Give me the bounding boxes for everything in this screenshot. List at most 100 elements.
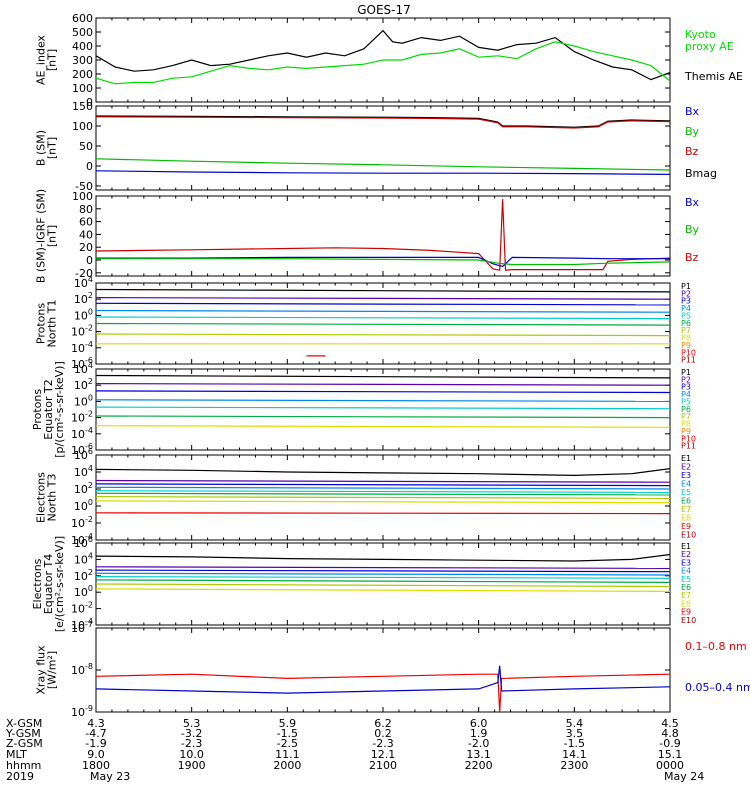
series-line <box>96 665 670 694</box>
y-tick-label: 100 <box>74 498 93 513</box>
legend-entry: Bmag <box>685 167 717 180</box>
footer-value: 14.1 <box>562 748 587 761</box>
y-tick-label: 100 <box>74 307 93 322</box>
y-tick-label: 10-4 <box>71 340 93 355</box>
series-line <box>96 116 670 129</box>
series-line <box>96 673 670 712</box>
series-line <box>96 258 670 266</box>
series-line <box>96 479 670 483</box>
legend-entry: P1 <box>681 368 691 377</box>
legend-entry: Kyoto <box>685 28 716 41</box>
legend-entry: E9 <box>681 608 691 617</box>
y-tick-label: 400 <box>72 40 93 53</box>
series-line <box>96 468 670 477</box>
y-axis-label: AE_index <box>35 34 48 85</box>
legend-entry: Bx <box>685 196 700 209</box>
footer-value: 4.3 <box>87 717 105 730</box>
series-line <box>96 29 670 81</box>
footer-row-label: MLT <box>6 748 27 761</box>
y-axis-label: [nT] <box>46 137 59 159</box>
series-line <box>96 399 670 402</box>
footer-value: 0000 <box>656 759 684 772</box>
series-line <box>96 309 670 313</box>
footer-value: -2.3 <box>372 737 393 750</box>
y-axis-label: [e/(cm²-s-sr-keV)] <box>53 536 66 632</box>
series-group <box>96 553 670 592</box>
y-tick-label: 10-2 <box>71 515 93 530</box>
y-tick-label: 10-4 <box>71 532 93 547</box>
footer-value: 2300 <box>560 759 588 772</box>
footer-value: -1.5 <box>564 737 585 750</box>
series-line <box>96 572 670 576</box>
legend-entry: P3 <box>681 297 691 306</box>
legend-entry: E4 <box>681 480 691 489</box>
y-tick-label: 104 <box>74 464 93 479</box>
series-line <box>96 316 670 320</box>
y-tick-label: 0 <box>86 160 93 173</box>
y-axis-label: Electrons <box>35 472 48 523</box>
legend-entry: P10 <box>681 348 696 357</box>
y-tick-label: 10-2 <box>71 601 93 616</box>
footer-value: -3.2 <box>181 727 202 740</box>
footer-value: -0.9 <box>659 737 680 750</box>
series-group <box>96 468 670 515</box>
footer-value: -2.0 <box>468 737 489 750</box>
series-line <box>96 486 670 490</box>
y-tick-label: 50 <box>79 140 93 153</box>
y-tick-label: 100 <box>72 82 93 95</box>
y-tick-label: 80 <box>79 203 93 216</box>
footer-row-label: Y-GSM <box>5 727 41 740</box>
legend-entry: P7 <box>681 326 691 335</box>
y-tick-label: 200 <box>72 68 93 81</box>
y-tick-label: 10-4 <box>71 426 93 441</box>
legend-entry: Bz <box>685 145 699 158</box>
legend-entry: P10 <box>681 434 696 443</box>
y-tick-label: 10-4 <box>71 617 93 632</box>
footer-value: 12.1 <box>371 748 396 761</box>
series-line <box>96 566 670 569</box>
legend-entry: P2 <box>681 289 691 298</box>
footer-value: 1800 <box>82 759 110 772</box>
legend-entry: By <box>685 223 700 236</box>
y-tick-label: 106 <box>74 447 93 462</box>
legend-entry: P11 <box>681 442 696 451</box>
series-line <box>96 390 670 394</box>
series-line <box>96 288 670 293</box>
legend-entry: E8 <box>681 514 691 523</box>
series-group <box>96 665 670 712</box>
series-line <box>96 553 670 562</box>
y-tick-label: 10-2 <box>71 324 93 339</box>
footer-value: 9.0 <box>87 748 105 761</box>
y-tick-label: 10-6 <box>71 356 93 371</box>
footer-value: 1900 <box>178 759 206 772</box>
y-tick-label: -50 <box>75 180 93 193</box>
legend-entry: E6 <box>681 583 691 592</box>
legend: Bx By Bz Bmag <box>685 105 717 180</box>
y-tick-label: 10-2 <box>71 410 93 425</box>
legend-entry: P9 <box>681 341 691 350</box>
series-line <box>96 256 670 268</box>
footer-value: 6.2 <box>374 717 392 730</box>
y-tick-label: 100 <box>74 393 93 408</box>
y-axis-label: [W/m²] <box>46 651 59 689</box>
y-axis-label: North T1 <box>46 300 59 348</box>
footer-row-label: hhmm <box>6 759 41 772</box>
y-axis-label: [p/(cm²-s-sr-keV)] <box>53 361 66 458</box>
y-tick-label: 100 <box>72 120 93 133</box>
footer-value: 6.0 <box>470 717 488 730</box>
legend-entry: E3 <box>681 558 691 567</box>
series-line <box>96 500 670 504</box>
legend-entry: E6 <box>681 497 691 506</box>
legend-entry: E1 <box>681 454 691 463</box>
series-line <box>96 415 670 419</box>
legend-entry: E5 <box>681 575 691 584</box>
legend-entry: P6 <box>681 405 691 414</box>
y-tick-label: 104 <box>74 361 93 376</box>
footer-value: 15.1 <box>658 748 683 761</box>
footer-value: 1.9 <box>470 727 488 740</box>
